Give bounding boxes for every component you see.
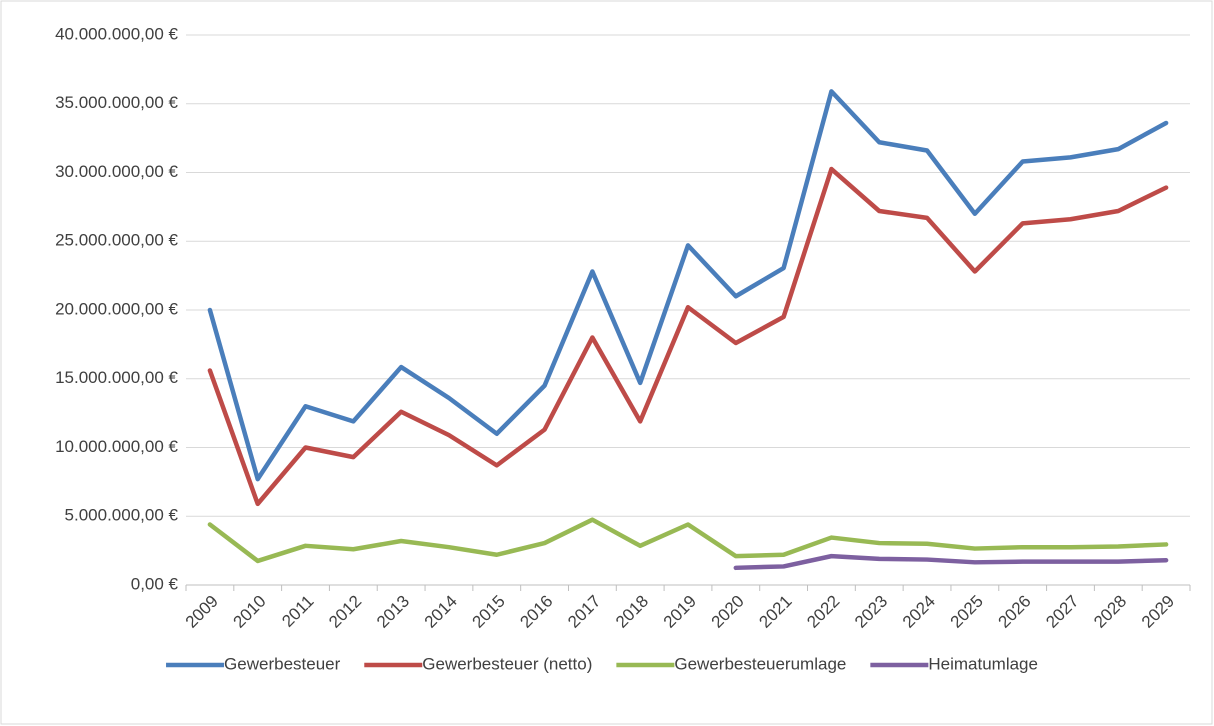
series-line bbox=[207, 89, 1169, 482]
legend-label: Heimatumlage bbox=[928, 654, 1038, 673]
y-tick-label: 10.000.000,00 € bbox=[55, 437, 178, 456]
y-tick-label: 25.000.000,00 € bbox=[55, 231, 178, 250]
y-tick-label: 5.000.000,00 € bbox=[65, 506, 179, 525]
series-line bbox=[207, 166, 1169, 507]
y-tick-label: 40.000.000,00 € bbox=[55, 24, 178, 43]
y-tick-label: 35.000.000,00 € bbox=[55, 93, 178, 112]
y-tick-label: 20.000.000,00 € bbox=[55, 299, 178, 318]
legend-label: Gewerbesteuerumlage bbox=[674, 654, 846, 673]
y-tick-label: 15.000.000,00 € bbox=[55, 368, 178, 387]
series-line bbox=[733, 553, 1169, 571]
series-line bbox=[207, 517, 1169, 564]
y-tick-label: 0,00 € bbox=[131, 574, 179, 593]
y-tick-label: 30.000.000,00 € bbox=[55, 162, 178, 181]
legend-label: Gewerbesteuer bbox=[224, 654, 341, 673]
legend: Gewerbesteuer Gewerbesteuer (netto) Gewerb… bbox=[166, 654, 1038, 673]
legend-label: Gewerbesteuer (netto) bbox=[422, 654, 592, 673]
